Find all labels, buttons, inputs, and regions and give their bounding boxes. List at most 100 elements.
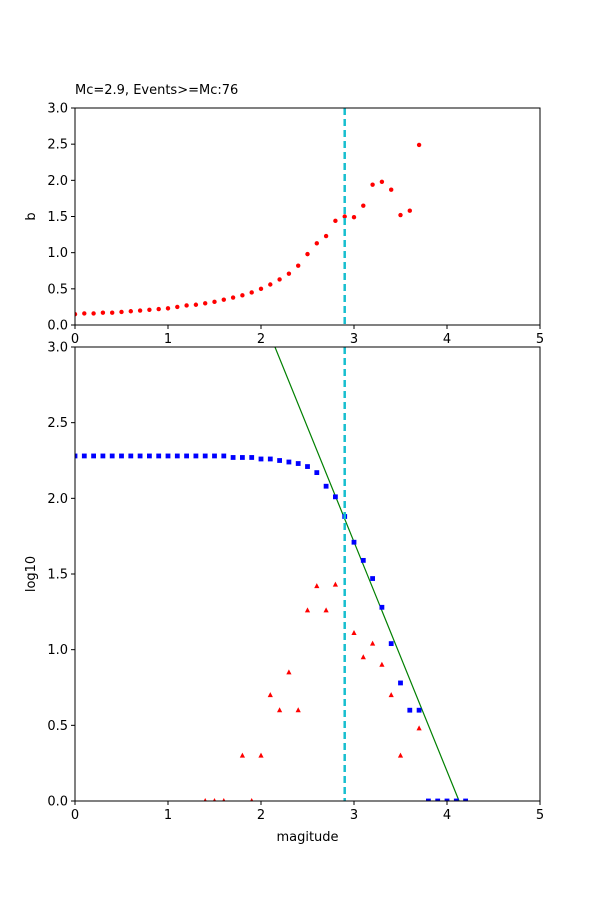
- noncumulative-count-point: [370, 640, 376, 646]
- x-tick-label: 4: [443, 808, 451, 823]
- noncumulative-count-point: [323, 607, 329, 613]
- b-value-plot-area: [75, 108, 422, 325]
- noncumulative-count-point: [388, 692, 394, 698]
- cumulative-count-point: [333, 494, 338, 500]
- b-value-point: [203, 301, 208, 306]
- b-value-point: [416, 142, 422, 148]
- x-tick-label: 0: [71, 332, 79, 347]
- noncumulative-count-point: [304, 607, 311, 613]
- cumulative-count-point: [398, 680, 403, 686]
- cumulative-count-point: [416, 707, 422, 713]
- y-tick-label: 3.0: [47, 341, 68, 356]
- b-value-point: [100, 310, 106, 315]
- noncumulative-count-point: [416, 725, 422, 731]
- cumulative-count-point: [388, 641, 394, 647]
- cumulative-count-point: [295, 461, 301, 466]
- x-tick-label: 1: [164, 332, 172, 347]
- b-value-point: [361, 203, 366, 208]
- b-value-point: [398, 212, 403, 218]
- b-value-point: [314, 241, 319, 246]
- y-tick-label: 0.0: [47, 795, 68, 810]
- b-value-point: [351, 215, 357, 220]
- y-tick-label: 1.0: [47, 246, 68, 261]
- b-value-point: [165, 306, 171, 311]
- b-value-point: [305, 251, 310, 257]
- b-value-point: [147, 307, 152, 313]
- cumulative-count-point: [81, 453, 87, 459]
- cumulative-count-point: [75, 453, 78, 459]
- y-tick-label: 2.5: [47, 416, 68, 431]
- b-value-point: [193, 302, 199, 307]
- noncumulative-count-point: [295, 707, 301, 713]
- axis-ticks: 0 1 2 3 4 5 0.0 0.5 1.0 1.5 2.0 2.5 3.0: [47, 102, 544, 348]
- b-value-point: [110, 310, 115, 315]
- x-tick-label: 5: [536, 808, 544, 823]
- cumulative-count-point: [407, 707, 413, 713]
- noncumulative-count-point: [379, 661, 385, 667]
- b-value-point: [221, 297, 226, 302]
- cumulative-count-point: [147, 453, 152, 459]
- cumulative-count-point: [221, 453, 227, 459]
- cumulative-count-point: [128, 453, 134, 459]
- y-tick-label: 0.5: [47, 719, 68, 734]
- x-tick-label: 2: [257, 332, 265, 347]
- noncumulative-count-point: [250, 798, 254, 801]
- cumulative-count-point: [240, 455, 245, 460]
- b-value-point: [91, 311, 96, 316]
- b-value-point: [286, 271, 292, 276]
- noncumulative-count-point: [351, 630, 357, 636]
- b-value-point: [342, 214, 347, 219]
- y-tick-label: 1.5: [47, 568, 68, 583]
- cumulative-count-point: [156, 453, 162, 459]
- cumulative-count-point: [230, 455, 236, 460]
- x-tick-label: 2: [257, 808, 265, 823]
- b-value-point: [258, 286, 264, 292]
- b-value-point: [249, 290, 254, 295]
- cumulative-count-point: [91, 453, 96, 459]
- y-tick-label: 2.0: [47, 492, 68, 507]
- plot-marks: [75, 347, 468, 801]
- b-value-point: [75, 311, 78, 317]
- cumulative-count-point: [351, 539, 357, 545]
- cumulative-count-point: [277, 458, 282, 463]
- y-tick-label: 2.0: [47, 174, 68, 189]
- cumulative-count-point: [370, 576, 375, 581]
- b-value-point: [277, 277, 282, 282]
- x-tick-label: 5: [536, 332, 544, 347]
- y-tick-label: 1.5: [47, 210, 68, 225]
- y-tick-label: 0.0: [47, 319, 68, 334]
- y-axis-label: log10: [24, 556, 39, 592]
- b-value-point: [379, 179, 385, 184]
- b-value-panel: Mc=2.9, Events>=Mc:76 0 1 2 3 4 5 0.0 0.5 1.0 1.5…: [24, 83, 544, 347]
- cumulative-count-point: [100, 453, 106, 459]
- x-tick-label: 3: [350, 332, 358, 347]
- cumulative-count-point: [305, 464, 310, 469]
- fit-line: [274, 347, 460, 801]
- b-value-point: [137, 308, 143, 313]
- b-value-point: [296, 263, 301, 268]
- noncumulative-count-point: [212, 798, 217, 801]
- b-value-point: [230, 295, 236, 300]
- cumulative-count-point: [258, 456, 264, 462]
- y-tick-label: 3.0: [47, 102, 68, 117]
- cumulative-count-point: [174, 453, 180, 459]
- b-value-point: [128, 309, 133, 314]
- chart-title: Mc=2.9, Events>=Mc:76: [75, 83, 238, 98]
- cumulative-count-point: [109, 453, 115, 459]
- cumulative-count-point: [165, 453, 171, 459]
- cumulative-count-point: [435, 798, 441, 801]
- x-axis-label: magitude: [276, 830, 338, 845]
- x-tick-label: 0: [71, 808, 79, 823]
- noncumulative-count-point: [203, 798, 207, 801]
- cumulative-count-point: [314, 470, 320, 476]
- noncumulative-count-point: [397, 752, 404, 758]
- b-value-point: [212, 299, 217, 305]
- cumulative-count-point: [444, 798, 450, 801]
- cumulative-count-point: [137, 453, 143, 459]
- b-value-point: [370, 182, 375, 187]
- noncumulative-count-point: [332, 581, 338, 587]
- b-value-point: [323, 233, 329, 239]
- frequency-magnitude-panel: 0 1 2 3 4 5 0.0 0.5 1.0 1.5 2.0 2.5 3.0 magitude log…: [24, 341, 544, 846]
- noncumulative-count-point: [258, 752, 264, 758]
- cumulative-count-point: [119, 453, 124, 459]
